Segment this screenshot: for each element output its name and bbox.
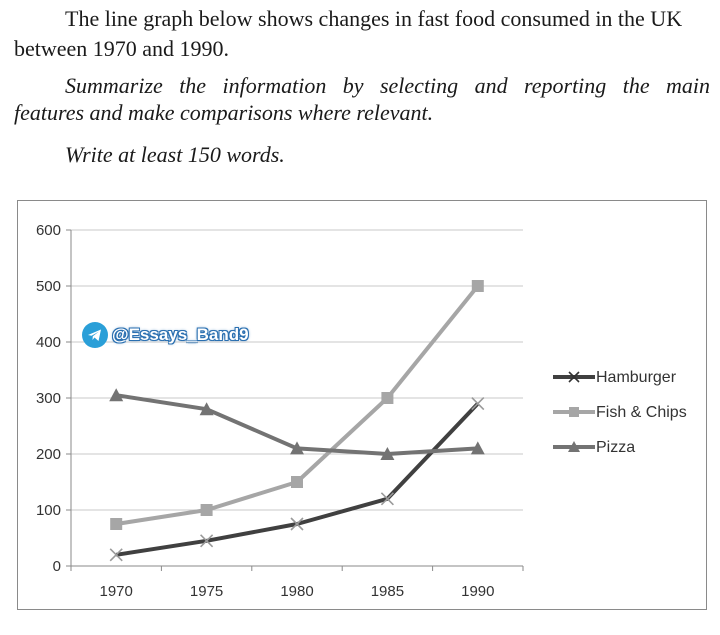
telegram-icon xyxy=(82,322,108,348)
watermark-text: @Essays_Band9 xyxy=(112,325,249,344)
data-point-fish-chips xyxy=(381,392,394,404)
y-tick-label: 0 xyxy=(53,558,61,575)
line-chart: 0 100 200 300 400 500 600 1970 1975 1980 1985 1990 H… xyxy=(36,222,687,600)
data-point-pizza xyxy=(470,441,485,455)
data-point-hamburger xyxy=(109,548,123,562)
x-tick-label: 1990 xyxy=(461,583,494,600)
word-count-instruction: Write at least 150 words. xyxy=(65,142,285,167)
data-point-pizza xyxy=(380,447,395,460)
y-tick-label: 100 xyxy=(36,502,61,519)
x-tick-label: 1975 xyxy=(190,583,223,600)
data-point-fish-chips xyxy=(471,280,484,292)
x-tick-label: 1970 xyxy=(100,583,133,600)
prompt-line-2: between 1970 and 1990. xyxy=(14,36,230,61)
x-tick-label: 1980 xyxy=(280,583,313,600)
prompt-line-1: The line graph below shows changes in fa… xyxy=(65,6,683,31)
legend-label-pizza: Pizza xyxy=(596,439,635,456)
legend-marker-hamburger xyxy=(568,371,580,383)
data-point-pizza xyxy=(199,402,214,416)
chart-frame: 0 100 200 300 400 500 600 1970 1975 1980 1985 1990 H… xyxy=(17,200,707,610)
data-point-fish-chips xyxy=(291,476,303,488)
instruction-line-1: Summarize the information by selecting a… xyxy=(65,73,710,98)
y-tick-label: 300 xyxy=(36,390,61,407)
legend-marker-pizza xyxy=(568,441,580,452)
x-tick-label: 1985 xyxy=(371,583,404,600)
y-tick-label: 200 xyxy=(36,446,61,463)
data-point-hamburger xyxy=(471,397,485,411)
y-tick-label: 400 xyxy=(36,334,61,351)
data-point-hamburger xyxy=(200,534,214,548)
legend-marker-fish-chips xyxy=(569,407,579,417)
legend-label-fish-chips: Fish & Chips xyxy=(596,404,687,421)
instruction-line-2: features and make comparisons where rele… xyxy=(14,100,434,125)
data-point-pizza xyxy=(290,441,304,455)
data-point-fish-chips xyxy=(200,504,213,516)
data-point-hamburger xyxy=(380,492,394,506)
data-point-fish-chips xyxy=(110,518,123,530)
legend-label-hamburger: Hamburger xyxy=(596,369,677,386)
data-point-hamburger xyxy=(290,517,304,531)
watermark: @Essays_Band9 xyxy=(82,322,249,348)
y-tick-label: 500 xyxy=(36,278,61,295)
data-point-pizza xyxy=(109,388,124,402)
y-tick-label: 600 xyxy=(36,222,61,239)
